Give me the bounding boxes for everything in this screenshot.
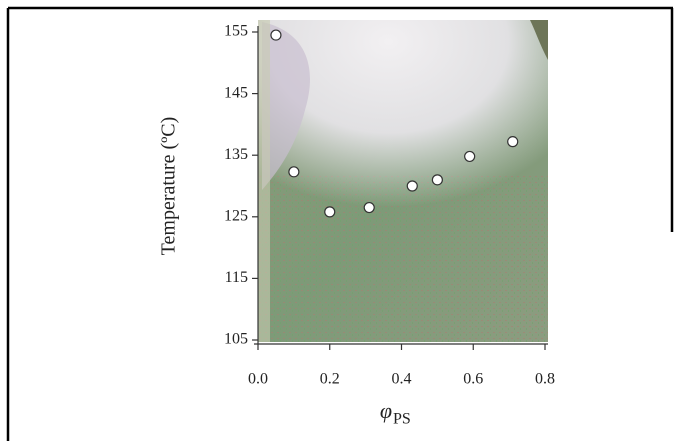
x-axis-title: φ [380, 398, 392, 423]
x-tick-label: 0.6 [463, 371, 483, 388]
data-point [363, 201, 375, 214]
data-point [324, 206, 336, 218]
x-tick-label: 0.0 [248, 371, 268, 388]
y-tick-label: 105 [224, 331, 248, 348]
data-point [431, 174, 443, 186]
y-axis-title: Temperature (ºC) [158, 117, 180, 256]
x-tick-label: 0.4 [392, 371, 412, 388]
y-tick-label: 145 [224, 84, 248, 101]
x-axis-title-subscript: PS [393, 411, 411, 428]
x-tick-label: 0.8 [535, 371, 555, 388]
y-tick-label: 115 [225, 269, 248, 286]
photo-background [258, 20, 548, 342]
data-point [464, 150, 476, 163]
y-tick-label: 135 [224, 146, 248, 163]
data-point [270, 29, 282, 41]
data-point [406, 180, 418, 192]
data-point [288, 166, 300, 178]
y-tick-label: 155 [224, 23, 248, 40]
data-point [507, 136, 519, 148]
y-tick-label: 125 [224, 207, 248, 224]
x-tick-label: 0.2 [320, 371, 340, 388]
